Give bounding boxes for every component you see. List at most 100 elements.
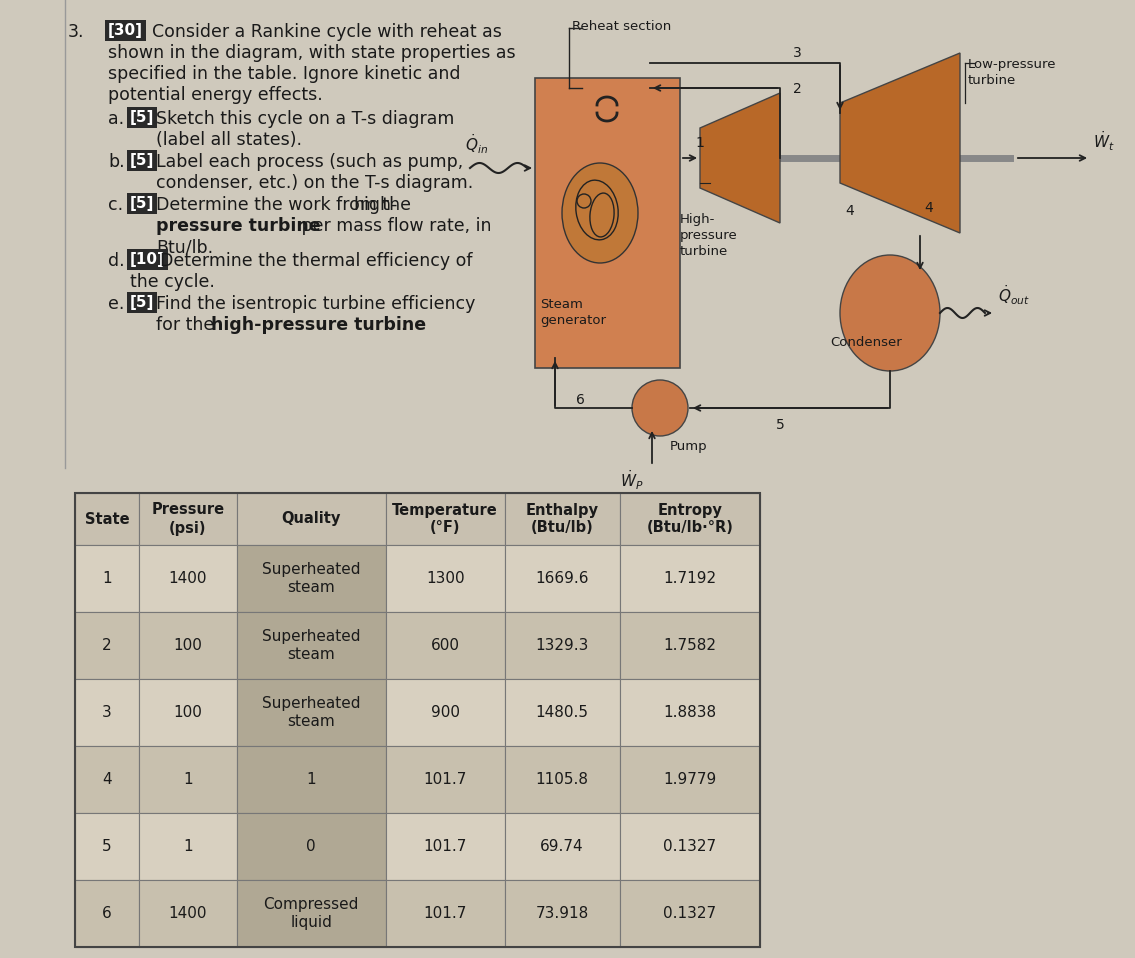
Text: c.: c. [108, 196, 123, 214]
Text: 1.8838: 1.8838 [663, 705, 716, 720]
FancyBboxPatch shape [138, 493, 237, 545]
Text: high-pressure turbine: high-pressure turbine [211, 316, 426, 334]
Text: Consider a Rankine cycle with reheat as: Consider a Rankine cycle with reheat as [152, 23, 502, 41]
Text: b.: b. [108, 153, 125, 171]
Text: $\dot{W}_t$: $\dot{W}_t$ [1093, 129, 1115, 153]
Text: 101.7: 101.7 [423, 772, 466, 787]
Text: 6: 6 [575, 393, 585, 407]
Text: the cycle.: the cycle. [131, 273, 215, 291]
Text: [5]: [5] [131, 153, 154, 168]
Text: [5]: [5] [131, 295, 154, 310]
FancyBboxPatch shape [620, 679, 760, 746]
Text: d.: d. [108, 252, 125, 270]
Text: Temperature
(°F): Temperature (°F) [393, 503, 498, 536]
Text: 1.9779: 1.9779 [663, 772, 716, 787]
FancyBboxPatch shape [75, 880, 138, 947]
Text: Condenser: Condenser [830, 336, 901, 349]
Text: e.: e. [108, 295, 125, 313]
FancyBboxPatch shape [237, 493, 386, 545]
Text: specified in the table. Ignore kinetic and: specified in the table. Ignore kinetic a… [108, 65, 461, 83]
Text: 5: 5 [775, 418, 784, 432]
Text: Low-pressure
turbine: Low-pressure turbine [968, 58, 1057, 87]
Text: [5]: [5] [131, 110, 154, 125]
Text: 600: 600 [430, 638, 460, 653]
FancyBboxPatch shape [620, 813, 760, 880]
Text: Quality: Quality [281, 512, 340, 527]
FancyBboxPatch shape [237, 679, 386, 746]
FancyBboxPatch shape [505, 545, 620, 612]
Text: Steam
generator: Steam generator [540, 298, 606, 327]
FancyBboxPatch shape [505, 880, 620, 947]
Text: (label all states).: (label all states). [155, 131, 302, 149]
Text: [5]: [5] [131, 196, 154, 211]
Text: Determine the thermal efficiency of: Determine the thermal efficiency of [160, 252, 472, 270]
FancyBboxPatch shape [386, 612, 505, 679]
Text: $\dot{W}_P$: $\dot{W}_P$ [620, 468, 644, 491]
Text: 1329.3: 1329.3 [536, 638, 589, 653]
Text: 3: 3 [102, 705, 111, 720]
FancyBboxPatch shape [75, 679, 138, 746]
Ellipse shape [840, 255, 940, 371]
Circle shape [632, 380, 688, 436]
Text: 69.74: 69.74 [540, 839, 585, 854]
Text: $\dot{Q}_{in}$: $\dot{Q}_{in}$ [465, 132, 488, 156]
Text: 1105.8: 1105.8 [536, 772, 589, 787]
Text: Sketch this cycle on a T-s diagram: Sketch this cycle on a T-s diagram [155, 110, 454, 128]
Text: 4: 4 [924, 201, 933, 215]
Text: 73.918: 73.918 [536, 906, 589, 921]
Text: 0.1327: 0.1327 [663, 906, 716, 921]
FancyBboxPatch shape [620, 746, 760, 813]
FancyBboxPatch shape [138, 813, 237, 880]
Text: 1480.5: 1480.5 [536, 705, 589, 720]
Text: per mass flow rate, in: per mass flow rate, in [296, 217, 491, 235]
Text: Superheated
steam: Superheated steam [262, 629, 361, 662]
Text: 101.7: 101.7 [423, 906, 466, 921]
FancyBboxPatch shape [620, 545, 760, 612]
Ellipse shape [562, 163, 638, 263]
Text: Superheated
steam: Superheated steam [262, 562, 361, 595]
Text: 0.1327: 0.1327 [663, 839, 716, 854]
FancyBboxPatch shape [620, 493, 760, 545]
FancyBboxPatch shape [75, 545, 138, 612]
Text: [10]: [10] [131, 252, 165, 267]
FancyBboxPatch shape [386, 746, 505, 813]
Text: 100: 100 [174, 705, 202, 720]
FancyBboxPatch shape [620, 612, 760, 679]
FancyBboxPatch shape [386, 679, 505, 746]
Polygon shape [700, 93, 780, 223]
FancyBboxPatch shape [75, 612, 138, 679]
FancyBboxPatch shape [75, 813, 138, 880]
Text: 1: 1 [183, 839, 193, 854]
FancyBboxPatch shape [138, 880, 237, 947]
Text: Determine the work from the: Determine the work from the [155, 196, 417, 214]
Text: Superheated
steam: Superheated steam [262, 696, 361, 729]
FancyBboxPatch shape [386, 545, 505, 612]
Text: Entropy
(Btu/lb·°R): Entropy (Btu/lb·°R) [646, 503, 733, 536]
Text: 900: 900 [430, 705, 460, 720]
FancyBboxPatch shape [386, 493, 505, 545]
Text: Pressure
(psi): Pressure (psi) [151, 503, 225, 536]
Text: $\dot{Q}_{out}$: $\dot{Q}_{out}$ [998, 284, 1029, 307]
Text: 4: 4 [844, 204, 854, 218]
FancyBboxPatch shape [505, 813, 620, 880]
Text: 6: 6 [102, 906, 111, 921]
Text: shown in the diagram, with state properties as: shown in the diagram, with state propert… [108, 44, 515, 62]
Text: high-: high- [353, 196, 397, 214]
FancyBboxPatch shape [138, 746, 237, 813]
FancyBboxPatch shape [620, 880, 760, 947]
Text: State: State [85, 512, 129, 527]
Text: 1400: 1400 [168, 906, 207, 921]
Text: 4: 4 [102, 772, 111, 787]
Text: 0: 0 [306, 839, 316, 854]
Text: 1300: 1300 [426, 571, 464, 586]
Text: 1: 1 [306, 772, 316, 787]
FancyBboxPatch shape [237, 612, 386, 679]
Text: 1.7192: 1.7192 [663, 571, 716, 586]
Text: Pump: Pump [670, 440, 707, 453]
Text: 2: 2 [793, 82, 801, 96]
Text: [30]: [30] [108, 23, 143, 38]
Text: condenser, etc.) on the T-s diagram.: condenser, etc.) on the T-s diagram. [155, 174, 473, 192]
Text: Label each process (such as pump,: Label each process (such as pump, [155, 153, 463, 171]
Text: 1: 1 [102, 571, 111, 586]
Text: 101.7: 101.7 [423, 839, 466, 854]
